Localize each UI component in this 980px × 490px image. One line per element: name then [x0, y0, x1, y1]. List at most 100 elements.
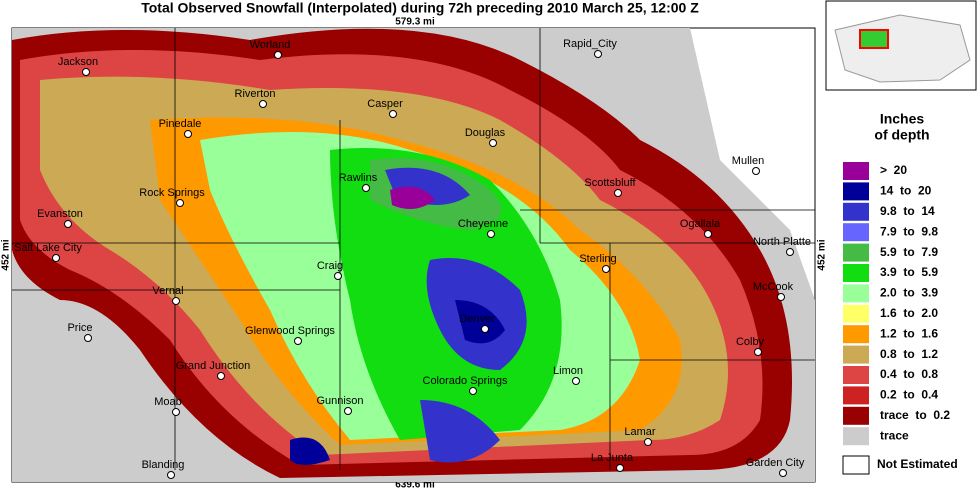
city-marker [344, 407, 352, 415]
legend-swatch [843, 325, 869, 344]
city-marker [644, 438, 652, 446]
city-label: Ogallala [680, 218, 721, 230]
legend-label: 0.2 to 0.4 [880, 388, 938, 402]
city-label: Price [67, 322, 92, 334]
city-marker [64, 220, 72, 228]
city-label: Cheyenne [458, 218, 508, 230]
city-label: Pinedale [159, 118, 202, 130]
legend-label: 14 to 20 [880, 184, 932, 198]
city-label: Vernal [152, 285, 183, 297]
legend-swatch [843, 162, 869, 180]
city-marker [602, 265, 610, 273]
legend-swatch [843, 345, 869, 364]
city-marker [704, 230, 712, 238]
legend-label: 9.8 to 14 [880, 204, 935, 218]
legend-label: trace [880, 428, 909, 442]
legend-swatch [843, 223, 869, 242]
city-marker [294, 337, 302, 345]
city-label: La Junta [591, 452, 634, 464]
city-marker [52, 254, 60, 262]
city-label: Casper [367, 98, 403, 110]
city-label: Evanston [37, 208, 83, 220]
city-label: Jackson [58, 56, 98, 68]
city-label: Gunnison [316, 395, 363, 407]
city-marker [469, 387, 477, 395]
legend-label: 1.2 to 1.6 [880, 326, 938, 340]
city-marker [616, 464, 624, 472]
city-label: North Platte [753, 236, 811, 248]
city-marker [481, 325, 489, 333]
scale-left: 452 mi [1, 239, 12, 270]
city-label: Douglas [465, 127, 506, 139]
legend-swatch [843, 284, 869, 303]
scale-right: 452 mi [817, 239, 828, 270]
city-marker [777, 293, 785, 301]
city-marker [614, 189, 622, 197]
legend-label: 3.9 to 5.9 [880, 265, 938, 279]
city-marker [184, 130, 192, 138]
legend-label: 0.4 to 0.8 [880, 367, 938, 381]
city-marker [489, 139, 497, 147]
city-label: Worland [250, 39, 291, 51]
legend-swatch [843, 386, 869, 405]
city-label: Riverton [235, 88, 276, 100]
city-marker [594, 50, 602, 58]
city-marker [259, 100, 267, 108]
legend-swatch [843, 182, 869, 201]
city-label: Sterling [579, 253, 616, 265]
city-marker [752, 167, 760, 175]
city-marker [172, 297, 180, 305]
city-marker [786, 248, 794, 256]
legend-label: trace to 0.2 [880, 408, 950, 422]
city-label: Colby [736, 336, 765, 348]
inset-map [825, 0, 977, 91]
legend-label: Not Estimated [877, 457, 958, 471]
city-label: Grand Junction [176, 360, 251, 372]
legend-label: 0.8 to 1.2 [880, 347, 938, 361]
city-marker [334, 272, 342, 280]
city-label: Mullen [732, 155, 764, 167]
city-label: Scottsbluff [584, 177, 636, 189]
city-marker [176, 199, 184, 207]
scale-bottom: 639.6 mi [395, 480, 435, 490]
city-label: Moab [154, 396, 182, 408]
city-label: Salt Lake City [14, 242, 82, 254]
scale-top: 579.3 mi [395, 17, 435, 28]
legend-swatch [843, 202, 869, 221]
legend-swatch [843, 304, 869, 323]
city-marker [217, 372, 225, 380]
city-marker [754, 348, 762, 356]
legend-swatch [843, 427, 869, 446]
city-marker [572, 377, 580, 385]
city-marker [84, 334, 92, 342]
city-label: Colorado Springs [423, 375, 508, 387]
legend-title: Inches [880, 111, 925, 127]
city-label: Craig [317, 260, 343, 272]
legend: Inches of depth Not Estimated > 20 14 to … [842, 111, 958, 475]
city-label: Garden City [746, 457, 805, 469]
legend-swatch [843, 243, 869, 262]
city-marker [487, 230, 495, 238]
city-label: Limon [553, 365, 583, 377]
city-marker [167, 471, 175, 479]
city-label: Rawlins [339, 172, 378, 184]
legend-swatch [843, 366, 869, 384]
city-label: Denver [459, 313, 495, 325]
city-marker [362, 184, 370, 192]
legend-label: 2.0 to 3.9 [880, 286, 938, 300]
legend-label: 7.9 to 9.8 [880, 224, 938, 238]
city-label: Glenwood Springs [245, 325, 335, 337]
legend-swatch [843, 264, 869, 282]
city-marker [82, 68, 90, 76]
city-label: Blanding [142, 459, 185, 471]
map [11, 27, 816, 483]
city-label: Lamar [624, 426, 656, 438]
city-label: Rapid_City [563, 38, 617, 50]
city-marker [172, 408, 180, 416]
legend-label: 5.9 to 7.9 [880, 245, 938, 259]
city-marker [274, 51, 282, 59]
city-marker [779, 469, 787, 477]
city-label: McCook [753, 281, 794, 293]
legend-label: 1.6 to 2.0 [880, 306, 938, 320]
